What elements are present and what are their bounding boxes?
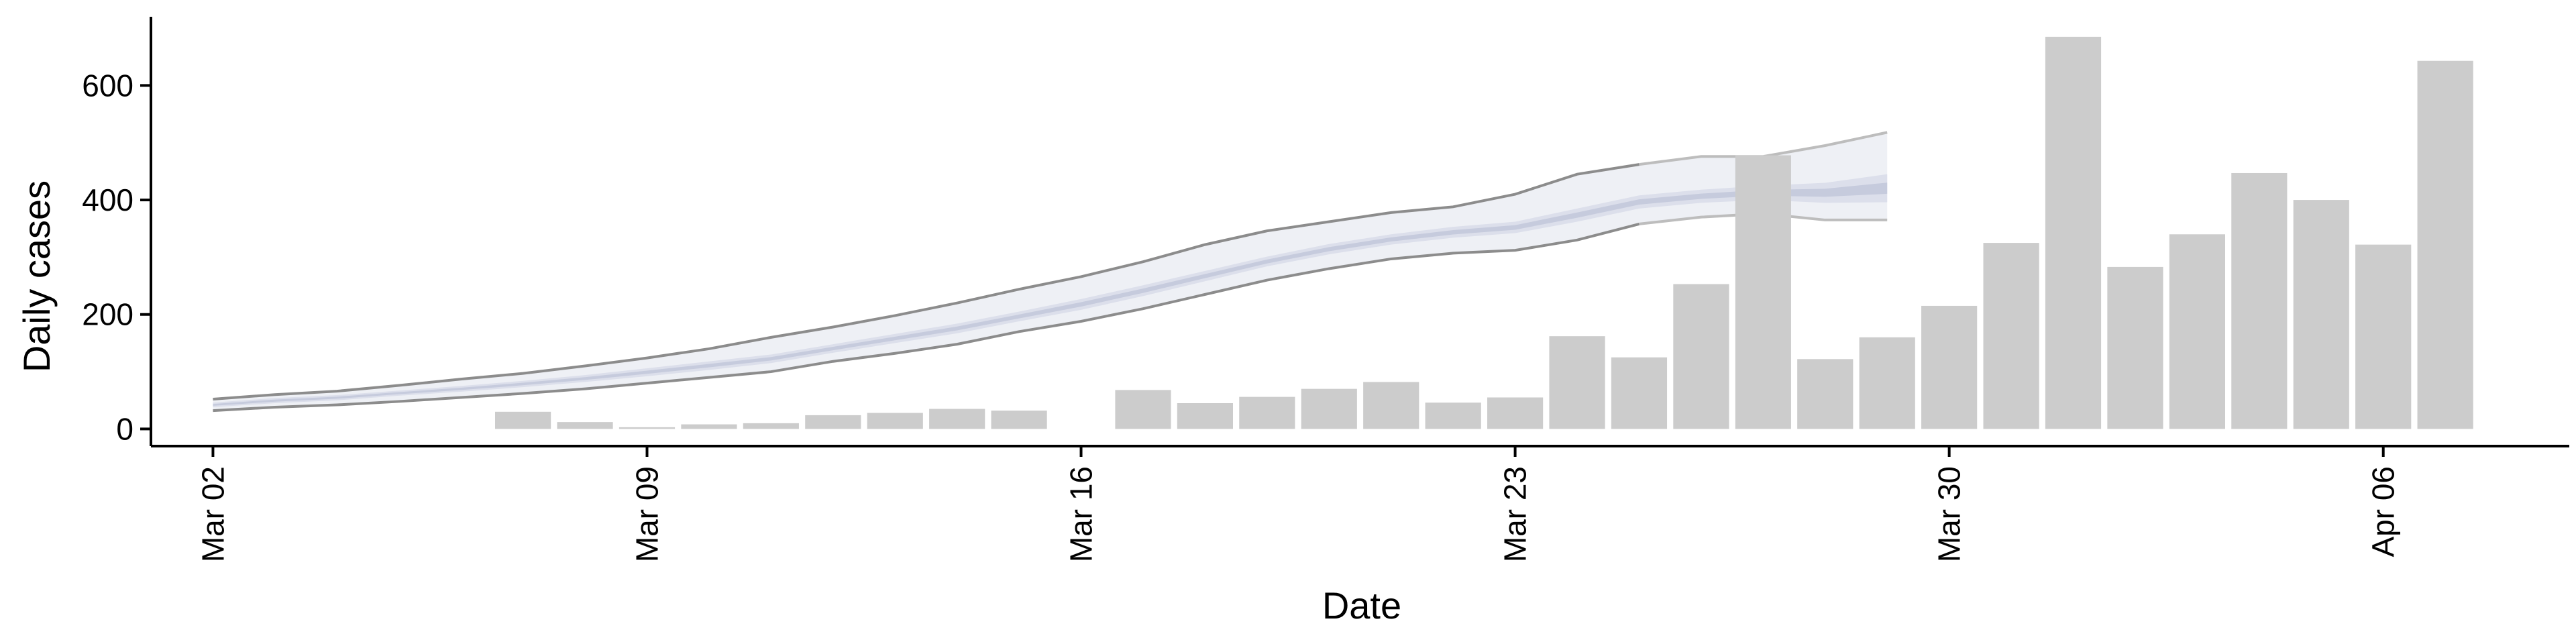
bar <box>1735 155 1791 429</box>
bar <box>1239 396 1295 429</box>
bar <box>1115 390 1171 429</box>
bar <box>2107 266 2163 429</box>
bar <box>2293 200 2349 429</box>
x-tick-label: Mar 09 <box>629 466 664 562</box>
bar <box>1177 403 1234 429</box>
bar <box>743 423 799 429</box>
bars <box>495 36 2473 429</box>
bar <box>2169 234 2225 429</box>
bar <box>2355 244 2412 429</box>
y-tick-label: 0 <box>116 411 133 446</box>
bar <box>619 427 676 429</box>
bar <box>495 411 551 429</box>
x-tick-label: Mar 30 <box>1932 466 1967 562</box>
bar <box>1487 397 1544 429</box>
bar <box>2417 60 2473 429</box>
band-lower-edge <box>213 222 1640 413</box>
band-outer-interval <box>213 132 1888 411</box>
bar <box>1425 402 1481 429</box>
bar <box>681 424 737 429</box>
x-tick-label: Mar 23 <box>1498 466 1533 562</box>
bar <box>1363 382 1419 429</box>
x-tick-label: Mar 16 <box>1064 466 1099 562</box>
y-tick-label: 200 <box>82 297 133 332</box>
bar <box>929 409 985 429</box>
bar <box>991 411 1047 429</box>
bar <box>2045 36 2102 429</box>
x-tick-label: Mar 02 <box>195 466 230 562</box>
bar <box>2231 172 2288 429</box>
y-tick-label: 600 <box>82 68 133 103</box>
axes: 0 200 400 600 Mar 02 Mar 09 Mar 16 Mar 23 Mar 30… <box>82 17 2569 562</box>
bar <box>1859 337 1915 429</box>
bar <box>805 415 861 429</box>
bar <box>1549 336 1605 429</box>
x-axis-title: Date <box>1322 584 1401 627</box>
bar <box>557 422 613 429</box>
y-axis-title: Daily cases <box>15 180 58 372</box>
y-tick-label: 400 <box>82 182 133 217</box>
x-tick-label: Apr 06 <box>2366 466 2401 557</box>
bar <box>1983 243 2039 429</box>
bar <box>1673 284 1729 429</box>
bar <box>1611 357 1668 429</box>
bar <box>1921 305 1978 429</box>
band-upper-edge <box>213 163 1640 401</box>
bar <box>1797 359 1854 429</box>
bar <box>867 413 923 429</box>
bar <box>1301 388 1357 429</box>
